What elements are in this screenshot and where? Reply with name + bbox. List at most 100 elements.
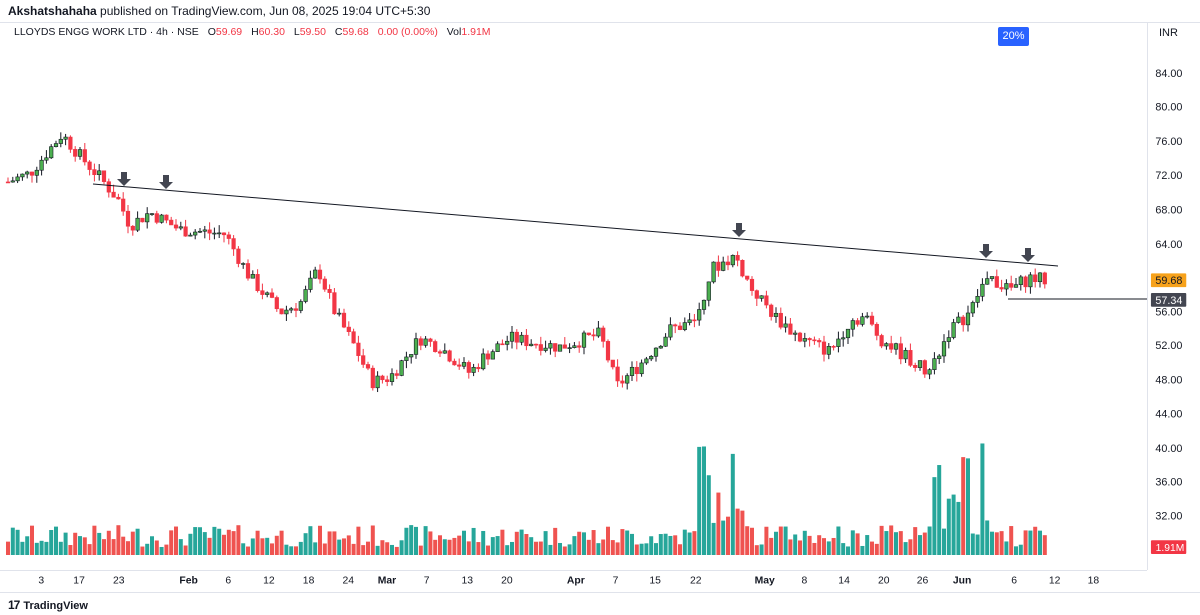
low-value: 59.50: [299, 26, 326, 38]
volume-bar: [543, 531, 548, 555]
candle: [481, 348, 486, 371]
down-arrow-icon[interactable]: [1021, 248, 1035, 262]
volume-bar: [159, 546, 164, 555]
candle: [490, 349, 495, 360]
candle: [946, 330, 951, 349]
volume-bar: [649, 536, 654, 555]
volume-bar: [255, 530, 260, 555]
candle: [841, 331, 846, 347]
candle: [77, 147, 83, 160]
volume-bar: [836, 526, 841, 555]
volume-bar: [164, 544, 169, 555]
volume-bar: [860, 545, 865, 555]
candle: [538, 336, 543, 356]
candle: [812, 336, 817, 345]
candle: [860, 312, 865, 327]
candle: [63, 133, 68, 146]
down-arrow-icon[interactable]: [979, 244, 993, 258]
down-arrow-icon[interactable]: [159, 175, 173, 189]
volume-bar: [846, 546, 850, 555]
time-tick-label: 6: [225, 575, 231, 586]
volume-bar: [678, 544, 682, 555]
symbol-legend: LLOYDS ENGG WORK LTD · 4h · NSE O59.69 H…: [14, 24, 491, 40]
volume-bar: [356, 526, 361, 555]
candle: [111, 184, 116, 198]
time-tick-label: 3: [38, 575, 44, 586]
time-tick-label: 12: [1049, 575, 1061, 586]
volume-bar: [222, 534, 226, 555]
candle: [677, 322, 683, 331]
price-tick-label: 76.00: [1155, 136, 1182, 148]
time-tick-label: 7: [613, 575, 619, 586]
volume-bar: [663, 533, 668, 555]
candle: [889, 335, 894, 353]
volume-bar: [644, 543, 649, 555]
volume-bar: [121, 536, 126, 555]
volume-bar: [414, 526, 418, 555]
volume-bar: [927, 526, 932, 555]
time-axis[interactable]: 3 17 23 Feb 6 12 18 24 Mar 7 13 20 Apr 7 15 22 May 8 14 20 2…: [0, 570, 1147, 588]
time-tick-label: Apr: [567, 575, 585, 586]
symbol-name[interactable]: LLOYDS ENGG WORK LTD · 4h · NSE: [14, 26, 199, 38]
volume-bar: [308, 526, 313, 555]
volume-bar: [721, 520, 726, 555]
candle: [572, 342, 577, 349]
price-chart[interactable]: [0, 22, 1147, 570]
candle: [121, 192, 126, 216]
candle: [428, 337, 433, 347]
volume-bar: [932, 477, 937, 555]
volume-bar: [313, 542, 318, 555]
candle: [423, 336, 428, 348]
close-label: C: [334, 26, 343, 38]
candle: [399, 359, 404, 377]
volume-bar: [298, 541, 303, 555]
candle: [447, 349, 452, 363]
brand-name: TradingView: [23, 600, 88, 612]
volume-bar: [716, 492, 721, 555]
svg-text:57.34: 57.34: [1155, 295, 1182, 307]
trendline[interactable]: [92, 183, 1059, 267]
percent-badge[interactable]: 20%: [998, 27, 1029, 46]
volume-bar: [817, 535, 822, 555]
volume-bar: [212, 526, 217, 555]
down-arrow-icon[interactable]: [117, 172, 131, 186]
candle: [586, 332, 591, 336]
price-tick-label: 64.00: [1155, 239, 1182, 251]
volume-bar: [807, 535, 812, 555]
candle: [380, 374, 385, 384]
volume-bar: [1009, 526, 1014, 555]
time-tick-label: 26: [917, 575, 929, 586]
candle: [92, 163, 97, 182]
volume-bar: [706, 475, 711, 555]
svg-text:59.68: 59.68: [1155, 275, 1182, 287]
candle: [442, 343, 447, 354]
author-name[interactable]: Akshatshahaha: [8, 4, 97, 18]
down-arrow-icon[interactable]: [732, 223, 746, 237]
volume-bar: [193, 527, 198, 555]
candle: [562, 337, 567, 349]
price-tick-label: 44.00: [1155, 409, 1182, 421]
candle: [557, 344, 563, 352]
volume-bar: [697, 446, 702, 555]
candle: [898, 336, 903, 365]
price-tick-label: 72.00: [1155, 170, 1182, 182]
currency-label[interactable]: INR: [1159, 27, 1178, 39]
vol-label: Vol: [446, 26, 462, 38]
candle: [44, 150, 49, 164]
candle: [658, 344, 663, 349]
volume-bar: [428, 531, 433, 555]
volume-bar: [20, 541, 25, 555]
candle: [1004, 279, 1009, 296]
time-tick-label: 13: [461, 575, 473, 586]
candle: [413, 332, 419, 359]
candle: [994, 269, 999, 288]
price-axis[interactable]: 84.00 80.00 76.00 72.00 68.00 64.00 56.00 52.00…: [1147, 22, 1200, 570]
volume-bar: [961, 457, 966, 555]
candle: [322, 276, 327, 292]
candle: [87, 160, 92, 176]
tradingview-logo[interactable]: 17 TradingView: [8, 598, 88, 612]
volume-bar: [942, 528, 946, 555]
time-tick-label: 15: [649, 575, 661, 586]
price-tick-label: 68.00: [1155, 205, 1182, 217]
candle: [289, 306, 294, 314]
